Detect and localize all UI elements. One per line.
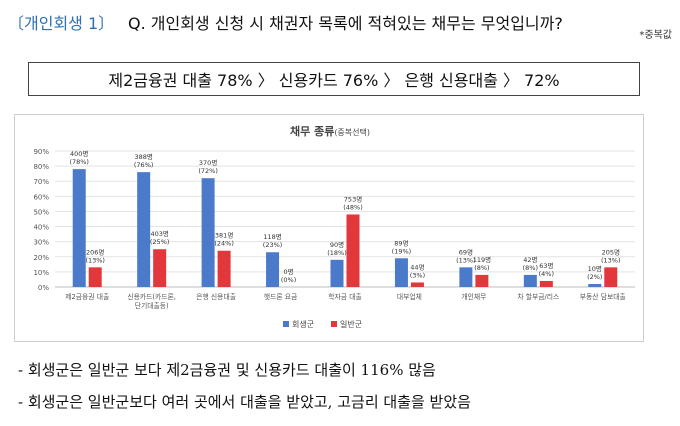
data-label-pct: (4%)	[539, 270, 554, 278]
data-label-pct: (18%)	[327, 249, 347, 257]
bar-general	[410, 282, 424, 287]
bar-rehab	[330, 259, 344, 287]
data-label-count: 69명	[459, 247, 473, 256]
x-tick-label: 학자금 대출	[328, 292, 361, 301]
y-tick-label: 0%	[38, 284, 49, 292]
bar-general	[539, 280, 553, 287]
y-tick-label: 30%	[33, 239, 49, 247]
data-label-count: 119명	[473, 255, 491, 264]
data-label-count: 388명	[134, 152, 152, 161]
data-label-pct: (2%)	[587, 273, 602, 281]
x-tick-label: 신용카드(카드론,	[127, 292, 176, 301]
data-label-count: 0명	[283, 267, 293, 276]
data-label-count: 90명	[330, 240, 344, 249]
data-label-pct: (3%)	[410, 271, 425, 279]
x-tick-label: 차 할부금/리스	[517, 292, 559, 301]
legend-swatch-rehab	[283, 321, 289, 327]
data-label-pct: (25%)	[150, 238, 170, 246]
data-label-pct: (72%)	[198, 167, 218, 175]
data-label-pct: (13%)	[85, 256, 105, 264]
bar-general	[604, 267, 618, 287]
bar-chart: 채무 종류(중복선택) 0% 10% 20% 30% 40% 50% 60% 70% 80% 90%…	[33, 124, 635, 329]
data-label-count: 403명	[150, 229, 168, 238]
y-tick-label: 90%	[33, 148, 49, 156]
bar-rehab	[523, 274, 537, 287]
data-label-count: 118명	[263, 232, 281, 241]
summary-box: 제2금융권 대출 78% 〉 신용카드 76% 〉 은행 신용대출 〉 72%	[28, 62, 640, 96]
data-label-count: 206명	[86, 247, 104, 256]
data-label-count: 63명	[539, 261, 553, 270]
data-label-pct: (48%)	[343, 203, 363, 211]
legend-label-rehab: 회생군	[292, 319, 314, 329]
chart-frame: 채무 종류(중복선택) 0% 10% 20% 30% 40% 50% 60% 70% 80% 90%…	[14, 114, 644, 342]
bullet-item: - 회생군은 일반군 보다 제2금융권 및 신용카드 대출이 116% 많음	[18, 361, 436, 379]
data-label-pct: (0%)	[281, 276, 296, 284]
y-tick-label: 40%	[33, 224, 49, 232]
data-label-count: 89명	[394, 238, 408, 247]
data-label-count: 400명	[70, 149, 88, 158]
x-tick-label: 은행 신용대출	[196, 292, 236, 301]
x-tick-label: 제2금융권 대출	[65, 292, 109, 301]
bullet-list: - 회생군은 일반군 보다 제2금융권 및 신용카드 대출이 116% 많음 -…	[18, 358, 471, 422]
data-label-count: 753명	[344, 194, 362, 203]
y-tick-label: 70%	[33, 178, 49, 186]
bar-general	[217, 250, 231, 287]
section-tag: 〔개인회생 1〕	[8, 14, 115, 33]
chart-subtitle: (중복선택)	[334, 127, 370, 137]
legend-swatch-general	[331, 321, 337, 327]
data-label-pct: (8%)	[523, 264, 538, 272]
data-label-pct: (78%)	[69, 158, 89, 166]
x-tick-label: 부동산 담보대출	[580, 292, 626, 301]
data-label-pct: (24%)	[214, 240, 234, 248]
y-tick-label: 10%	[33, 269, 49, 277]
data-label-count: 10명	[588, 264, 602, 273]
data-label-count: 205명	[602, 247, 620, 256]
data-label-pct: (23%)	[263, 241, 283, 249]
data-label-count: 42명	[523, 255, 537, 264]
y-tick-label: 80%	[33, 163, 49, 171]
bar-general	[475, 274, 489, 287]
bar-general	[88, 267, 102, 287]
bar-rehab	[72, 169, 86, 287]
x-tick-label: 햇드론 요금	[264, 292, 297, 301]
bar-general	[346, 214, 360, 287]
y-tick-label: 60%	[33, 193, 49, 201]
y-tick-label: 50%	[33, 208, 49, 216]
data-label-count: 44명	[410, 262, 424, 271]
bar-rehab	[459, 267, 473, 287]
legend-label-general: 일반군	[340, 320, 362, 329]
question-text: Q. 개인회생 신청 시 채권자 목록에 적혀있는 채무는 무엇입니까?	[128, 14, 563, 33]
x-tick-label: 단기대출등)	[135, 301, 169, 310]
data-label-pct: (13%)	[456, 256, 476, 264]
bullet-item: - 회생군은 일반군보다 여러 곳에서 대출을 받았고, 고금리 대출을 받았음	[18, 393, 471, 411]
data-label-pct: (19%)	[392, 247, 412, 255]
bar-rehab	[137, 172, 151, 287]
data-label-pct: (76%)	[134, 161, 154, 169]
data-label-count: 381명	[215, 231, 233, 240]
data-label-pct: (8%)	[474, 264, 489, 272]
header: 〔개인회생 1〕 Q. 개인회생 신청 시 채권자 목록에 적혀있는 채무는 무…	[8, 8, 672, 33]
y-tick-label: 20%	[33, 254, 49, 262]
bar-rehab	[266, 252, 280, 287]
chart-title: 채무 종류(중복선택)	[290, 124, 370, 138]
bar-rehab	[394, 258, 408, 287]
data-label-count: 370명	[199, 158, 217, 167]
bar-general	[153, 249, 167, 287]
x-tick-label: 대부업체	[397, 293, 422, 301]
x-tick-label: 개인채무	[461, 292, 486, 301]
data-label-pct: (13%)	[601, 256, 621, 264]
bar-rehab	[201, 178, 215, 287]
duplicate-note: *중복값	[639, 30, 672, 41]
bar-rehab	[588, 283, 602, 287]
chart-title-main: 채무 종류	[290, 124, 334, 138]
